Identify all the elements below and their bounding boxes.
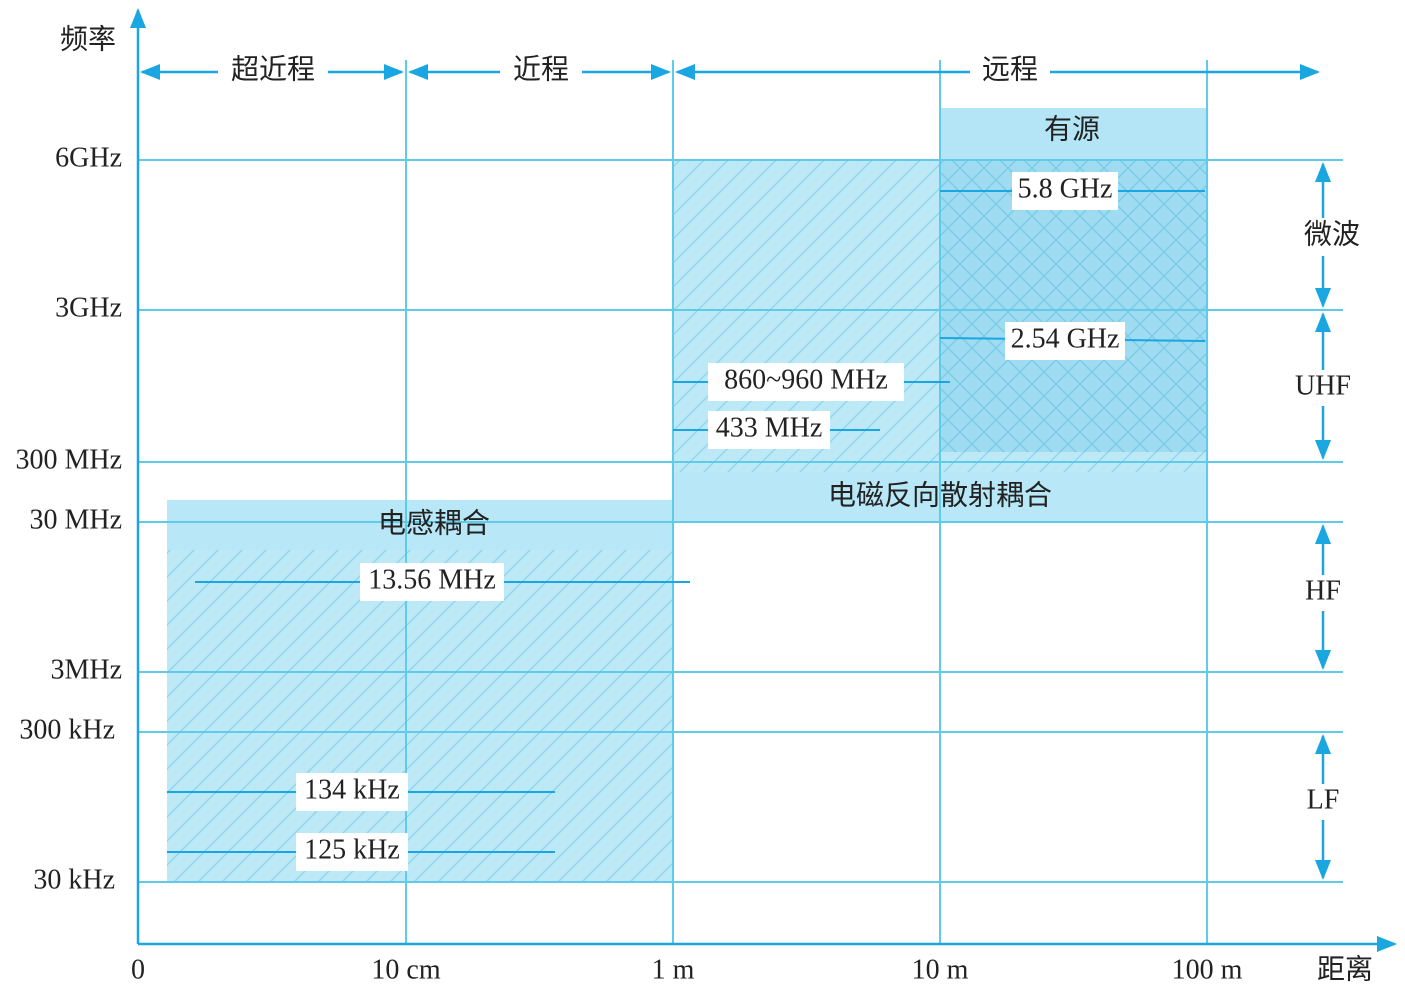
band-label: UHF [1295, 370, 1351, 401]
x-tick-label: 10 m [912, 954, 969, 985]
y-axis-title: 频率 [60, 23, 116, 55]
region-label: 电感耦合 [378, 507, 490, 539]
band-label: 微波 [1304, 218, 1360, 250]
frequency-label: 860~960 MHz [724, 364, 888, 395]
y-tick-label: 6GHz [55, 142, 122, 173]
frequency-label: 5.8 GHz [1018, 173, 1113, 204]
x-tick-label: 100 m [1172, 954, 1243, 985]
label-bg [970, 54, 1050, 90]
frequency-label: 125 kHz [304, 834, 400, 865]
region-label: 电磁反向散射耦合 [828, 479, 1052, 511]
label-bg [1005, 322, 1125, 360]
label-bg [296, 833, 408, 871]
y-tick-label: 300 kHz [19, 714, 115, 745]
region-labels: 电感耦合 电磁反向散射耦合 有源 [378, 113, 1100, 539]
inductive-region [167, 500, 673, 882]
x-tick-label: 1 m [652, 954, 695, 985]
frequency-label: 433 MHz [716, 412, 823, 443]
x-tick-label: 10 cm [371, 954, 440, 985]
range-label: 超近程 [231, 53, 315, 85]
label-bg [500, 54, 582, 90]
y-tick-label: 300 MHz [15, 444, 122, 475]
frequency-label: 13.56 MHz [368, 564, 496, 595]
range-label: 远程 [982, 54, 1038, 85]
band-label: HF [1305, 575, 1341, 606]
frequency-lines: 13.56 MHz 134 kHz 125 kHz 860~960 MHz 43… [167, 172, 1206, 871]
region-label: 有源 [1044, 113, 1100, 145]
label-bg [708, 363, 904, 401]
inductive-header [167, 500, 673, 550]
label-bg [1300, 784, 1346, 820]
y-tick-label: 30 kHz [33, 864, 115, 895]
label-bg [360, 563, 504, 601]
label-bg [218, 54, 328, 90]
x-tick-label: 0 [131, 954, 145, 985]
label-bg [1293, 218, 1355, 256]
label-bg [1012, 172, 1118, 210]
x-axis-title: 距离 [1317, 953, 1373, 985]
y-tick-label: 3MHz [50, 654, 122, 685]
label-bg [708, 411, 830, 449]
label-bg [296, 773, 408, 811]
grid [138, 60, 1343, 944]
frequency-label: 134 kHz [304, 774, 400, 805]
label-bg [1288, 370, 1358, 406]
y-tick-label: 3GHz [55, 292, 122, 323]
frequency-label: 2.54 GHz [1011, 323, 1120, 354]
label-bg [1298, 575, 1348, 611]
active-header [940, 108, 1207, 160]
band-arrows: 微波 UHF HF LF [1288, 162, 1360, 880]
band-label: LF [1307, 784, 1340, 815]
range-arrows: 超近程 近程 远程 [140, 53, 1320, 90]
y-tick-label: 30 MHz [29, 504, 122, 535]
active-region [940, 108, 1207, 452]
range-label: 近程 [513, 53, 569, 85]
axes: 频率 距离 6GHz 3GHz 300 MHz 30 MHz 3MHz 300 … [15, 8, 1397, 985]
